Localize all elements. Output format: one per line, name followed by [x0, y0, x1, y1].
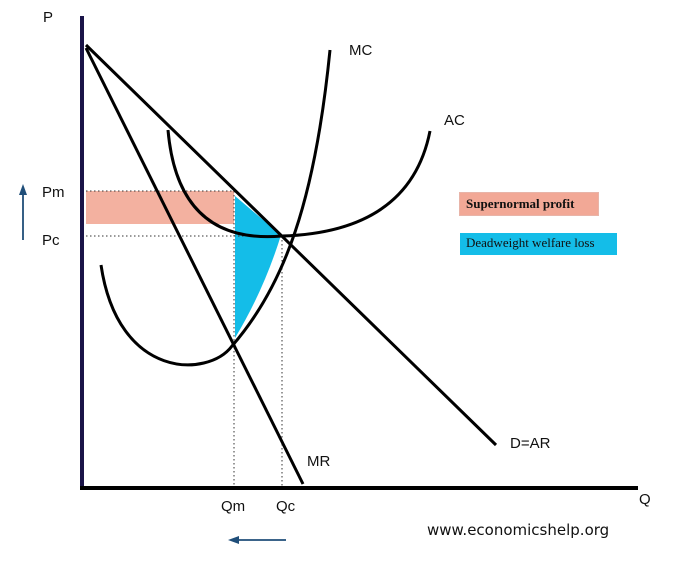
mr-curve — [84, 47, 305, 485]
legend-deadweight-loss: Deadweight welfare loss — [460, 233, 617, 255]
ac-label: AC — [444, 112, 465, 129]
qc-label: Qc — [276, 498, 296, 515]
pm-label: Pm — [42, 184, 65, 201]
demand-label: D=AR — [510, 435, 551, 452]
demand-curve — [84, 43, 498, 447]
legend-supernormal-profit: Supernormal profit — [459, 192, 599, 216]
mc-curve — [99, 49, 332, 367]
up-arrow-icon — [19, 184, 27, 240]
left-arrow-icon — [228, 536, 286, 544]
mc-label: MC — [349, 42, 373, 59]
x-axis-label: Q — [639, 491, 651, 508]
y-axis-label: P — [43, 9, 54, 26]
mr-label: MR — [307, 453, 331, 470]
website-credit: www.economicshelp.org — [427, 521, 610, 539]
qm-label: Qm — [221, 498, 246, 515]
deadweight-loss-area — [235, 196, 281, 338]
pc-label: Pc — [42, 232, 60, 249]
